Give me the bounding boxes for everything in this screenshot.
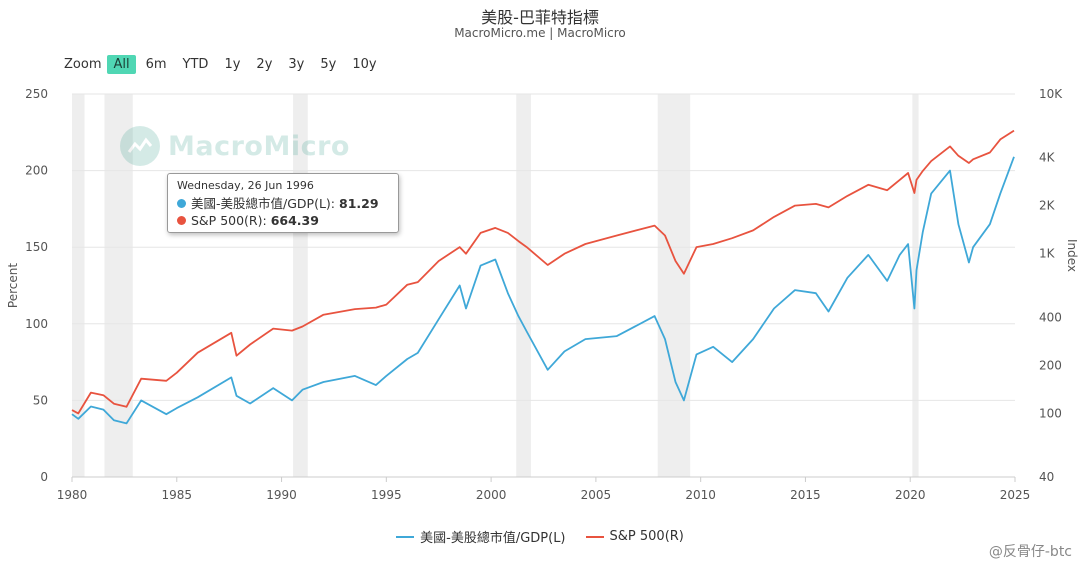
chart-title: 美股-巴菲特指標 [481,8,599,27]
x-tick-label: 2020 [895,488,926,502]
x-tick-label: 1980 [57,488,88,502]
recession-band [72,94,85,477]
zoom-button-2y[interactable]: 2y [256,57,273,72]
sp500-dot-icon [177,216,186,225]
y-right-tick-label: 100 [1039,406,1062,420]
zoom-button-10y[interactable]: 10y [352,57,377,72]
recession-band [657,94,691,477]
y-left-tick-label: 100 [25,317,48,331]
y-right-tick-label: 400 [1039,310,1062,324]
zoom-label: Zoom [64,57,102,72]
tooltip-label-sp500: S&P 500(R): [191,213,267,228]
y-right-tick-label: 1K [1039,247,1056,261]
zoom-button-5y[interactable]: 5y [320,57,337,72]
legend-item-buffett[interactable]: 美國-美股總市值/GDP(L) [396,527,566,546]
y-left-axis-title: Percent [6,263,20,308]
series-line-sp500 [71,129,1015,415]
x-tick-label: 1995 [371,488,402,502]
recession-band [516,94,531,477]
tooltip: Wednesday, 26 Jun 1996 美國-美股總市值/GDP(L): … [167,173,399,233]
legend-label-sp500: S&P 500(R) [609,529,684,544]
zoom-button-ytd[interactable]: YTD [182,57,209,72]
y-left-tick-label: 200 [25,164,48,178]
x-tick-label: 2025 [1000,488,1031,502]
tooltip-value-buffett: 81.29 [339,196,379,211]
zoom-button-all[interactable]: All [107,55,136,74]
legend: 美國-美股總市值/GDP(L) S&P 500(R) [0,527,1080,546]
legend-line-icon [396,535,415,538]
y-left-tick-label: 50 [33,393,48,407]
y-right-tick-label: 10K [1039,87,1063,101]
legend-line-icon [585,535,604,538]
zoom-button-6m[interactable]: 6m [145,57,167,72]
chart-subtitle: MacroMicro.me | MacroMicro [454,26,626,40]
legend-item-sp500[interactable]: S&P 500(R) [585,527,684,546]
y-right-tick-label: 200 [1039,358,1062,372]
zoom-button-3y[interactable]: 3y [288,57,305,72]
tooltip-value-sp500: 664.39 [270,213,319,228]
series-line-buffett [71,156,1015,425]
watermark-text: MacroMicro [168,130,350,162]
y-right-tick-label: 40 [1039,470,1054,484]
y-right-axis-title: Index [1065,239,1079,272]
tooltip-label-buffett: 美國-美股總市值/GDP(L): [191,196,336,211]
x-tick-label: 1990 [266,488,297,502]
macromicro-logo-icon [120,126,160,166]
y-left-tick-label: 0 [40,470,48,484]
x-tick-label: 2010 [685,488,716,502]
tooltip-date: Wednesday, 26 Jun 1996 [177,179,314,192]
tooltip-row-sp500: S&P 500(R): 664.39 [177,212,389,229]
y-right-tick-label: 4K [1039,151,1056,165]
y-left-tick-label: 150 [25,240,48,254]
watermark: MacroMicro [120,126,350,166]
zoom-button-1y[interactable]: 1y [224,57,241,72]
x-tick-label: 1985 [162,488,193,502]
credit-watermark: @反骨仔-btc [988,544,1072,560]
tooltip-row-buffett: 美國-美股總市值/GDP(L): 81.29 [177,195,389,212]
x-tick-label: 2015 [790,488,821,502]
y-right-tick-label: 2K [1039,199,1056,213]
buffett-dot-icon [177,199,186,208]
recession-band [104,94,133,477]
legend-label-buffett: 美國-美股總市值/GDP(L) [420,531,566,546]
zoom-bar: Zoom All 6m YTD 1y 2y 3y 5y 10y [64,55,387,74]
x-tick-label: 2005 [581,488,612,502]
y-left-tick-label: 250 [25,87,48,101]
x-tick-label: 2000 [476,488,507,502]
